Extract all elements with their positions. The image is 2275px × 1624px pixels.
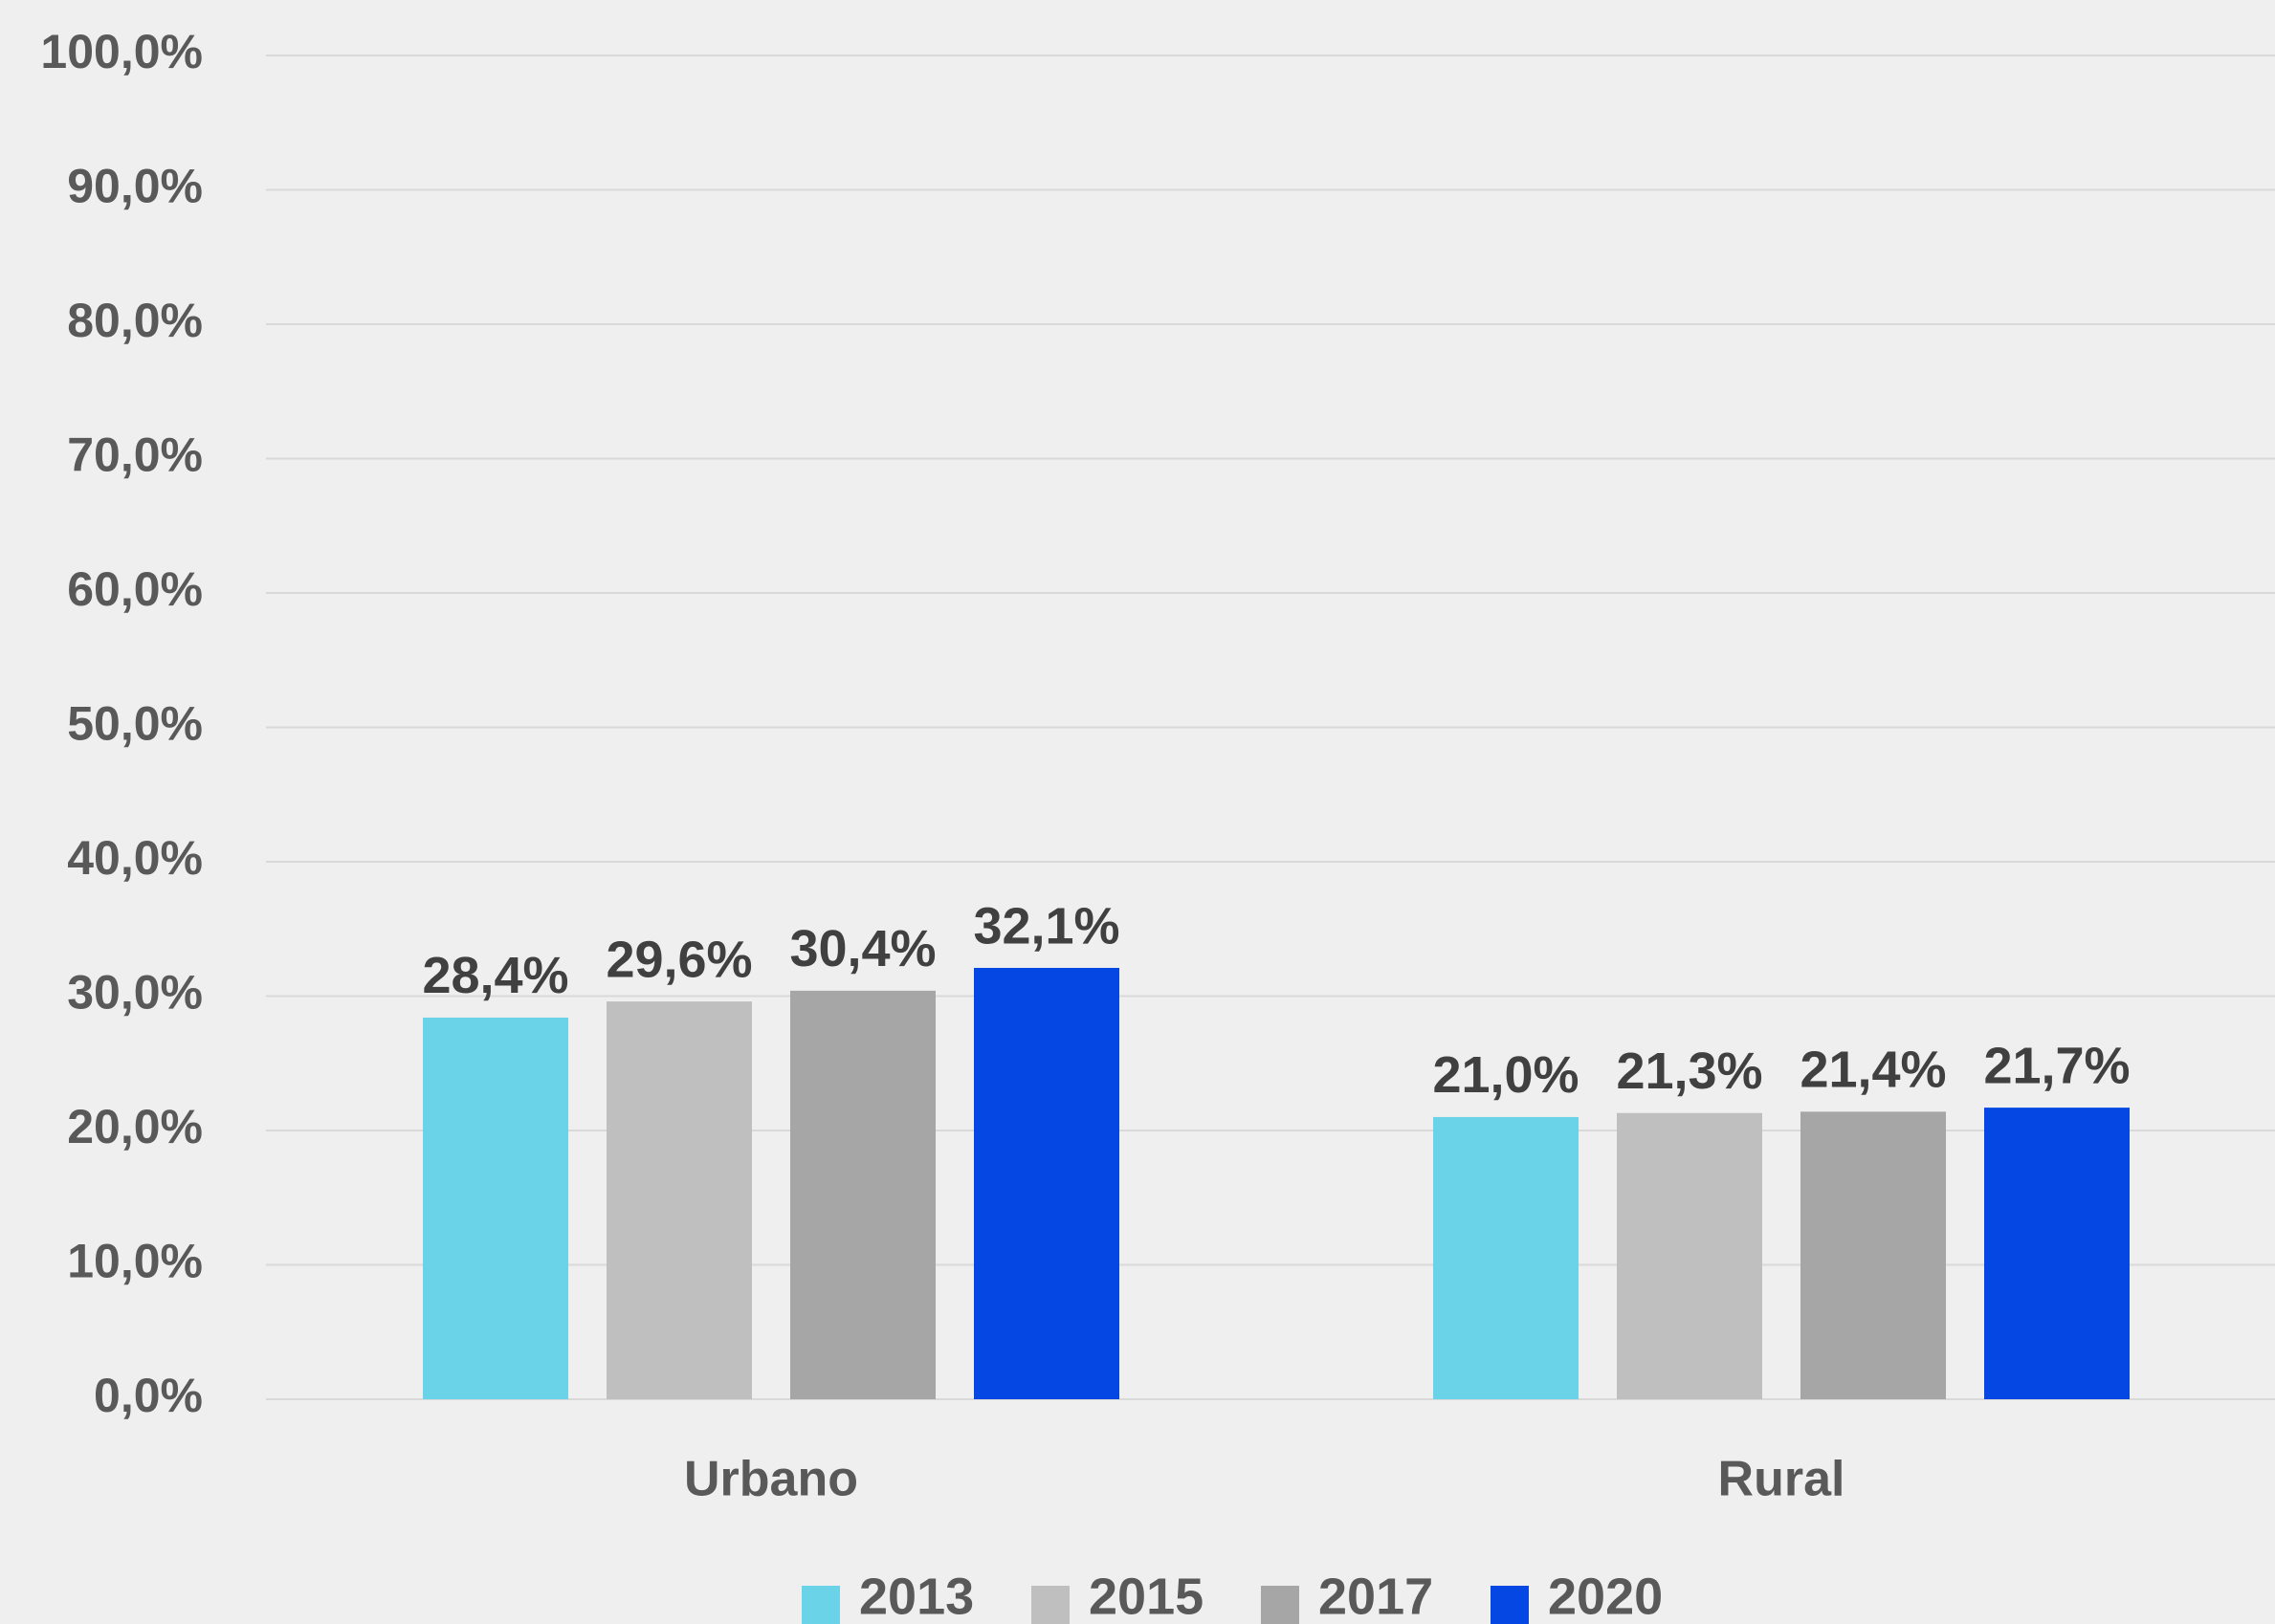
bar — [1433, 1116, 1579, 1399]
data-label: 21,4% — [1800, 1042, 1946, 1099]
y-tick-label: 60,0% — [67, 562, 203, 616]
bar — [1984, 1108, 2130, 1399]
x-tick-label: Urbano — [684, 1452, 858, 1507]
y-tick-label: 40,0% — [67, 831, 203, 885]
y-tick-label: 30,0% — [67, 966, 203, 1020]
y-tick-label: 90,0% — [67, 160, 203, 213]
legend-swatch — [802, 1586, 840, 1624]
y-tick-label: 80,0% — [67, 294, 203, 347]
legend-swatch — [1031, 1586, 1070, 1624]
data-label: 32,1% — [973, 897, 1119, 955]
y-tick-label: 10,0% — [67, 1235, 203, 1288]
data-label: 30,4% — [789, 920, 936, 977]
legend-swatch — [1261, 1586, 1299, 1624]
data-label: 21,7% — [1983, 1037, 2130, 1094]
legend-label: 2017 — [1318, 1568, 1433, 1624]
y-tick-label: 50,0% — [67, 697, 203, 751]
legend-label: 2015 — [1089, 1568, 1204, 1624]
bar — [607, 1001, 752, 1399]
data-label: 21,0% — [1432, 1046, 1579, 1104]
bar — [1800, 1111, 1946, 1399]
data-label: 29,6% — [606, 931, 752, 988]
bar — [974, 967, 1119, 1399]
y-tick-label: 0,0% — [94, 1369, 203, 1422]
data-label: 28,4% — [422, 947, 568, 1004]
legend-label: 2013 — [859, 1568, 974, 1624]
bar — [790, 990, 936, 1399]
bar — [423, 1017, 568, 1399]
data-label: 21,3% — [1616, 1042, 1762, 1100]
legend-label: 2020 — [1548, 1568, 1663, 1624]
y-tick-label: 20,0% — [67, 1100, 203, 1153]
y-tick-label: 70,0% — [67, 428, 203, 482]
y-tick-label: 100,0% — [40, 25, 203, 78]
x-tick-label: Rural — [1718, 1452, 1845, 1507]
legend-swatch — [1491, 1586, 1529, 1624]
bar — [1617, 1112, 1762, 1399]
